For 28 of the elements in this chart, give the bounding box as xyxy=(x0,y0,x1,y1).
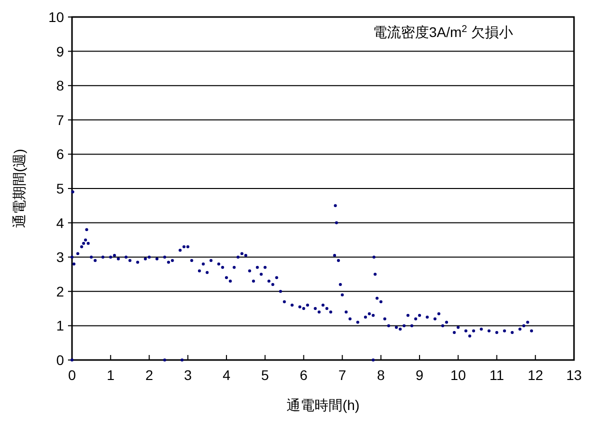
y-tick-label: 4 xyxy=(56,214,64,231)
x-tick-label: 8 xyxy=(377,367,386,383)
text: 電流密度3A/m$^{2}$ 欠損小 xyxy=(372,24,514,40)
y-tick-label: 3 xyxy=(56,249,64,266)
x-tick-label: 7 xyxy=(338,367,346,383)
y-tick-label: 8 xyxy=(56,78,64,94)
x-tick-label: 3 xyxy=(184,367,192,383)
y-tick-label: 7 xyxy=(56,112,64,128)
y-tick-label: 2 xyxy=(56,283,64,300)
y-axis-title: 通電期間(週) xyxy=(11,148,27,228)
y-tick-label: 5 xyxy=(56,180,64,196)
y-tick-label: 9 xyxy=(56,43,64,60)
x-tick-label: 12 xyxy=(528,367,544,383)
y-tick-label: 10 xyxy=(48,9,64,25)
x-tick-label: 1 xyxy=(106,367,115,383)
x-tick-label: 6 xyxy=(300,367,308,383)
x-tick-label: 10 xyxy=(450,367,466,383)
y-tick-label: 1 xyxy=(56,318,64,334)
x-tick-label: 2 xyxy=(145,367,154,383)
x-axis-title: 通電時間(h) xyxy=(286,397,360,413)
y-tick-label: 6 xyxy=(56,146,64,162)
x-tick-label: 9 xyxy=(416,367,424,383)
x-tick-label: 11 xyxy=(489,367,504,383)
x-tick-label: 4 xyxy=(222,367,231,383)
x-tick-label: 5 xyxy=(261,367,270,383)
x-tick-label: 13 xyxy=(566,367,582,383)
x-tick-label: 0 xyxy=(68,367,76,383)
y-tick-label: 0 xyxy=(56,352,64,368)
